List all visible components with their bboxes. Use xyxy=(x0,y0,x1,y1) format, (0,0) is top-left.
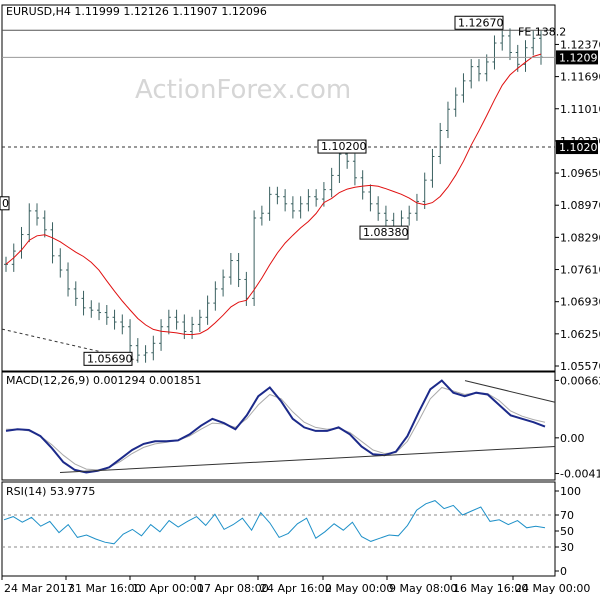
macd-tick-label: -0.004116 xyxy=(560,468,600,481)
price-annotation-label: 1.10200 xyxy=(321,140,367,153)
rsi-axis: 100 70 50 30 0 xyxy=(555,485,581,578)
rsi-line xyxy=(3,500,546,545)
time-tick-label: 24 Apr 16:00 xyxy=(260,582,332,595)
price-annotation-label: 1.05690 xyxy=(87,352,133,365)
support-price-box xyxy=(556,140,598,155)
price-annotation-box xyxy=(317,139,367,154)
time-tick-label: 9 May 08:00 xyxy=(389,582,457,595)
price-annotation-label: 1.08380 xyxy=(363,226,409,239)
support-price-label: 1.10200 xyxy=(559,141,600,154)
price-tick-label: 1.12370 xyxy=(560,38,600,51)
price-annotation-box xyxy=(83,351,133,366)
price-axis: 1.123701.116901.110101.103301.096501.089… xyxy=(555,38,600,373)
price-annotations: 1.12670 1.10200 1.08380 1.05690 FE 138.2 0 xyxy=(0,15,566,366)
macd-axis: 0.006624 0.00 -0.004116 xyxy=(555,374,600,481)
rsi-panel xyxy=(1,481,556,577)
price-tick-label: 1.08290 xyxy=(560,231,600,244)
time-tick-label: 2 May 00:00 xyxy=(325,582,393,595)
price-annotation-box xyxy=(359,225,409,240)
macd-resistance-trendline xyxy=(464,380,556,403)
macd-support-trendline xyxy=(59,446,556,474)
price-tick-label: 1.08970 xyxy=(560,199,600,212)
price-annotation-label: 1.12670 xyxy=(458,16,504,29)
rsi-tick-label: 100 xyxy=(560,485,581,498)
price-tick-label: 1.06250 xyxy=(560,328,600,341)
current-price-box xyxy=(556,50,598,65)
watermark: ActionForex.com xyxy=(135,75,351,105)
price-panel-title: EURUSD,H4 1.11999 1.12126 1.11907 1.1209… xyxy=(6,5,267,18)
macd-panel-title: MACD(12,26,9) 0.001294 0.001851 xyxy=(6,374,202,387)
macd-signal-line xyxy=(6,386,546,471)
price-annotation-box xyxy=(454,15,504,30)
price-tick-label: 1.07610 xyxy=(560,264,600,277)
current-price-label: 1.12096 xyxy=(559,51,600,64)
macd-series xyxy=(5,379,556,474)
price-tick-label: 1.05570 xyxy=(560,360,600,373)
rsi-tick-label: 30 xyxy=(560,541,574,554)
time-tick-label: 17 Apr 08:00 xyxy=(197,582,269,595)
price-tick-label: 1.11690 xyxy=(560,71,600,84)
fe-label: FE 138.2 xyxy=(518,26,566,39)
time-tick-label: 10 Apr 00:00 xyxy=(132,582,204,595)
price-panel xyxy=(1,4,556,372)
time-tick-label: 24 Mar 2017 xyxy=(4,582,74,595)
macd-tick-label: 0.006624 xyxy=(560,374,600,387)
rsi-tick-label: 50 xyxy=(560,525,574,538)
price-tick-label: 1.06930 xyxy=(560,296,600,309)
rsi-series xyxy=(2,500,555,548)
clipped-annotation-label: 0 xyxy=(2,197,9,210)
clipped-annotation-box xyxy=(0,196,10,211)
time-tick-label: 16 May 16:00 xyxy=(453,582,528,595)
macd-tick-label: 0.00 xyxy=(560,432,585,445)
moving-average-line xyxy=(5,53,542,336)
price-tick-label: 1.09650 xyxy=(560,167,600,180)
time-tick-label: 24 May 00:00 xyxy=(515,582,590,595)
price-series: 1.12096 1.10200 xyxy=(1,28,600,363)
time-tick-label: 31 Mar 16:00 xyxy=(68,582,141,595)
rsi-panel-title: RSI(14) 53.9775 xyxy=(6,485,95,498)
price-tick-label: 1.11010 xyxy=(560,103,600,116)
rsi-tick-label: 70 xyxy=(560,509,574,522)
rsi-tick-label: 0 xyxy=(560,565,567,578)
macd-panel xyxy=(1,371,556,481)
